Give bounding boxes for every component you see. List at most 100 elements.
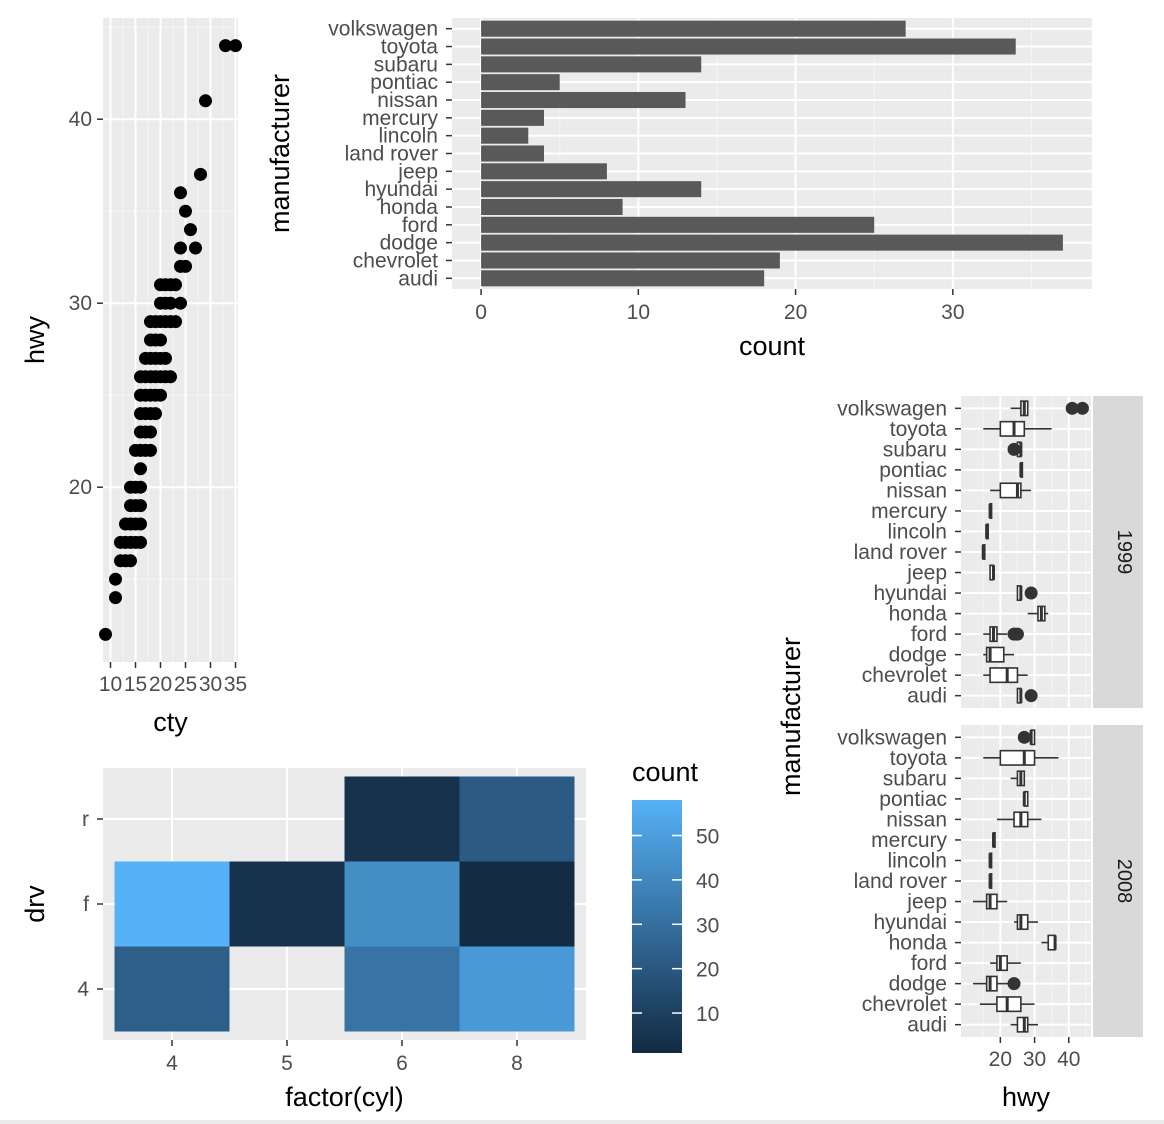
scatter-x-tick-label: 15 [124, 673, 147, 696]
box-category-label: subaru [883, 438, 947, 461]
scatter-point [134, 480, 147, 494]
box-category-label: toyota [890, 418, 948, 441]
heatmap-x-tick-label: 5 [281, 1052, 293, 1075]
scatter-point [99, 627, 112, 641]
heatmap-cell-6-r [344, 776, 460, 862]
scatter-x-tick-label: 25 [174, 673, 197, 696]
bar-category-label: toyota [381, 36, 439, 59]
box-2008-chevrolet [996, 996, 1022, 1013]
scatter-point [169, 315, 182, 329]
heatmap-legend-break-label: 40 [696, 870, 719, 893]
heatmap-cell-8-f [459, 861, 575, 947]
bar-pontiac [481, 74, 560, 91]
box-category-label: mercury [871, 500, 947, 523]
scatter-point [229, 39, 242, 53]
bar-land-rover [481, 145, 544, 162]
scatter-point [144, 425, 157, 439]
box-2008-jeep [985, 893, 998, 910]
box-category-label: jeep [906, 562, 947, 585]
bar-lincoln [481, 127, 529, 144]
heatmap-cell-8-4 [459, 946, 575, 1032]
scatter-point [199, 94, 212, 108]
bar-category-label: pontiac [370, 71, 438, 94]
scatter-point [174, 186, 187, 200]
heatmap-cell-6-4 [344, 946, 460, 1032]
box-category-label: land rover [854, 541, 947, 564]
scatter-x-axis-title: cty [153, 707, 188, 737]
box-category-label: lincoln [887, 520, 947, 543]
heatmap-legend-break-label: 50 [696, 826, 719, 849]
heatmap-legend-break-label: 20 [696, 959, 719, 982]
heatmap-drv-cyl: 4 5 6 8 4 f r factor(cyl) drv 10 20 30 40 50 count [20, 757, 719, 1112]
box-category-label: ford [911, 623, 947, 646]
box-category-label: pontiac [879, 788, 947, 811]
bar-x-axis-title: count [739, 331, 806, 361]
scatter-x-tick-label: 10 [99, 673, 122, 696]
boxplot-hwy-by-manufacturer-year: audichevroletdodgefordhondahyundaijeepla… [776, 396, 1143, 1112]
heatmap-cell-6-f [344, 861, 460, 947]
heatmap-y-axis-title: drv [20, 885, 50, 923]
bar-category-label: jeep [397, 160, 438, 183]
scatter-point [174, 241, 187, 255]
scatter-point [159, 351, 172, 365]
box-y-axis-title: manufacturer [776, 637, 806, 796]
box-category-label: toyota [890, 747, 948, 770]
scatter-point [194, 167, 207, 181]
scatter-point [149, 407, 162, 421]
box-2008-volkswagen-outlier [1017, 730, 1031, 744]
bar-category-label: ford [402, 214, 438, 237]
scatter-point [134, 535, 147, 549]
box-1999-ford-outlier [1010, 627, 1024, 641]
bar-subaru [481, 56, 702, 73]
box-facet-strip-label: 2008 [1113, 859, 1135, 904]
bar-category-label: audi [398, 267, 438, 290]
scatter-point [164, 370, 177, 384]
scatter-y-tick-label: 30 [69, 292, 92, 315]
heatmap-cell-5-f [229, 861, 345, 947]
bar-category-label: land rover [345, 143, 438, 166]
scatter-point [219, 39, 232, 53]
bar-dodge [481, 234, 1063, 251]
box-2008-hyundai [1016, 914, 1029, 931]
bar-chevrolet [481, 252, 780, 269]
scatter-point [134, 517, 147, 531]
box-1999-audi-outlier [1024, 689, 1038, 703]
bar-jeep [481, 163, 607, 180]
scatter-point [134, 462, 147, 476]
scatter-point [154, 388, 167, 402]
heatmap-y-tick-label: f [83, 893, 89, 916]
bar-x-tick-label: 0 [475, 301, 487, 324]
scatter-y-tick-label: 20 [69, 476, 92, 499]
heatmap-x-tick-label: 8 [511, 1052, 523, 1075]
heatmap-legend-break-label: 30 [696, 914, 719, 937]
box-1999-hyundai-outlier [1024, 586, 1038, 600]
bar-audi [481, 270, 765, 287]
scatter-point [164, 296, 177, 310]
box-category-label: hyundai [873, 911, 947, 934]
scatter-x-tick-label: 35 [224, 673, 247, 696]
scatter-x-tick-label: 20 [149, 673, 172, 696]
box-2008-audi [1016, 1016, 1029, 1033]
box-1999-volkswagen-outlier [1065, 401, 1079, 415]
bar-category-label: chevrolet [353, 249, 438, 272]
box-category-label: volkswagen [837, 397, 947, 420]
bar-x-tick-label: 20 [784, 301, 807, 324]
bar-manufacturer-count: audichevroletdodgefordhondahyundaijeepla… [265, 18, 1092, 361]
heatmap-x-tick-label: 4 [166, 1052, 178, 1075]
heatmap-cell-4-f [114, 861, 230, 947]
box-category-label: audi [907, 685, 947, 708]
bar-mercury [481, 109, 544, 126]
scatter-point [154, 333, 167, 347]
box-category-label: nissan [886, 479, 947, 502]
scatter-point [179, 204, 192, 218]
box-1999-volkswagen-outlier [1075, 401, 1089, 415]
box-x-axis-title: hwy [1002, 1082, 1051, 1112]
scatter-point [109, 591, 122, 605]
scatter-y-tick-label: 40 [69, 108, 92, 131]
box-category-label: nissan [886, 808, 947, 831]
bar-y-axis-title: manufacturer [265, 74, 295, 233]
bottom-divider [0, 1120, 1164, 1124]
box-category-label: chevrolet [862, 993, 947, 1016]
